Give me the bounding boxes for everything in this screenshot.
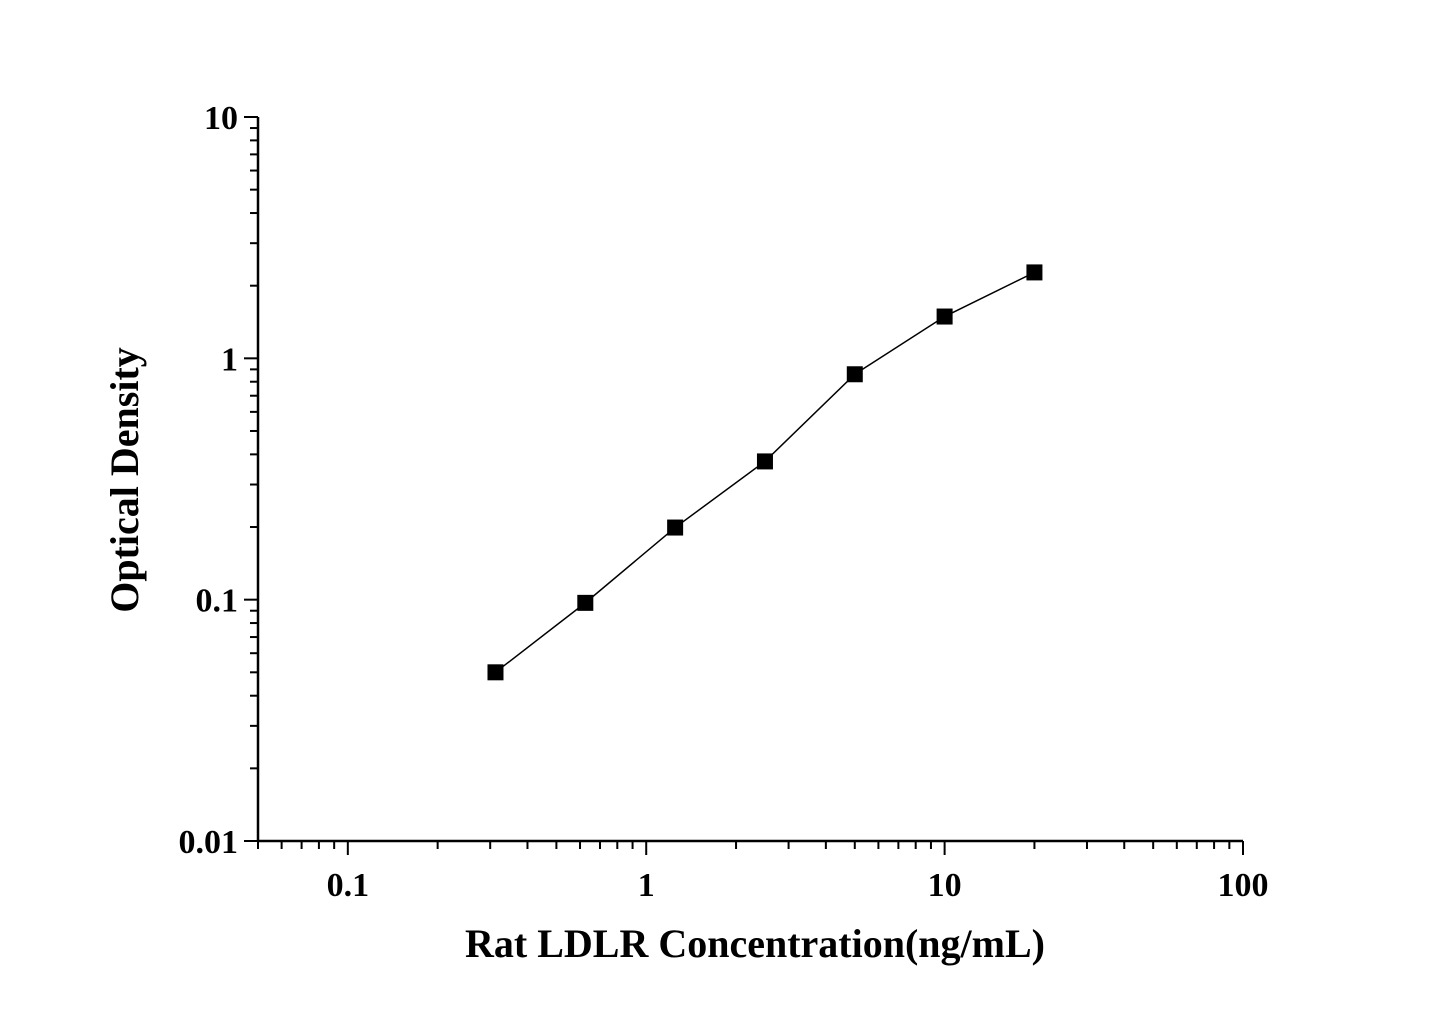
data-point-marker: [667, 519, 684, 536]
y-tick-label: 1: [221, 341, 238, 378]
data-point-marker: [936, 308, 953, 325]
data-point-marker: [487, 664, 504, 681]
data-point-marker: [846, 366, 863, 383]
x-tick-label: 0.1: [327, 867, 370, 904]
series-line: [495, 271, 1035, 673]
plot-area: [487, 264, 1043, 681]
x-axis-label: Rat LDLR Concentration(ng/mL): [465, 921, 1045, 966]
data-point-marker: [1026, 264, 1043, 281]
data-point-marker: [577, 594, 594, 611]
x-tick-label: 100: [1218, 867, 1269, 904]
y-tick-label: 0.01: [179, 824, 239, 861]
tick-labels: 0.1 1 10 100 0.01 0.1 1 10: [179, 100, 1269, 904]
x-tick-label: 1: [638, 867, 655, 904]
x-tick-label: 10: [928, 867, 962, 904]
y-tick-label: 10: [204, 100, 238, 137]
y-tick-label: 0.1: [196, 583, 239, 620]
y-axis-label: Optical Density: [102, 347, 147, 613]
axes: [244, 116, 1244, 855]
data-point-marker: [756, 453, 773, 470]
